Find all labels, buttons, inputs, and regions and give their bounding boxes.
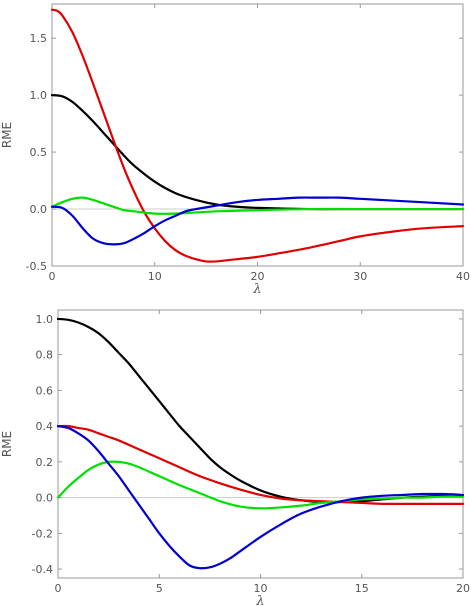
top-series-black-line — [50, 94, 465, 211]
bottom-x-tick-label: 10 — [254, 582, 268, 595]
bottom-series-black-line — [56, 317, 465, 504]
bottom-y-tick-label: 0.2 — [36, 456, 54, 469]
top-y-tick-label: 0.5 — [30, 146, 48, 159]
bottom-x-tick-label: 15 — [355, 582, 369, 595]
bottom-series-blue-line — [56, 425, 465, 570]
bottom-y-tick-label: -0.2 — [32, 527, 53, 540]
top-y-tick-label: -0.5 — [26, 260, 47, 273]
bottom-x-tick-label: 0 — [55, 582, 62, 595]
top-series-red-line — [50, 8, 465, 263]
bottom-y-tick-label: 1.0 — [36, 313, 54, 326]
top-plot-frame — [51, 3, 464, 267]
bottom-y-tick-label: 0.0 — [36, 492, 54, 505]
bottom-y-tick-label: 0.4 — [36, 420, 54, 433]
top-x-tick-label: 30 — [353, 270, 367, 283]
bottom-y-tick-label: 0.6 — [36, 384, 54, 397]
top-series-green-line — [50, 196, 465, 215]
top-x-tick-label: 0 — [49, 270, 56, 283]
bottom-series-red-line — [56, 424, 465, 506]
top-x-tick-label: 20 — [251, 270, 265, 283]
top-x-tick-label: 10 — [148, 270, 162, 283]
top-y-tick-label: 1.0 — [30, 89, 48, 102]
bottom-y-axis-title: RME — [0, 431, 14, 457]
top-series-blue-line — [50, 196, 465, 246]
bottom-y-tick-label: -0.4 — [32, 563, 53, 576]
top-y-axis-title: RME — [0, 122, 14, 148]
bottom-chart-panel: 0 5 10 15 20 -0.4 -0.2 0.0 0.2 0.4 0.6 0.8 1.0 λ RME — [0, 309, 470, 606]
top-x-axis-title: λ — [252, 282, 261, 297]
top-y-tick-label: 1.5 — [30, 32, 48, 45]
bottom-x-tick-label: 5 — [156, 582, 163, 595]
bottom-x-axis-title: λ — [255, 594, 264, 606]
top-chart-panel: 0 10 20 30 40 -0.5 0.0 0.5 1.0 1.5 λ RME — [0, 3, 470, 297]
top-y-tick-label: 0.0 — [30, 203, 48, 216]
top-x-tick-label: 40 — [456, 270, 470, 283]
bottom-series-green-line — [56, 460, 465, 510]
bottom-x-tick-label: 20 — [456, 582, 470, 595]
bottom-y-tick-label: 0.8 — [36, 349, 54, 362]
